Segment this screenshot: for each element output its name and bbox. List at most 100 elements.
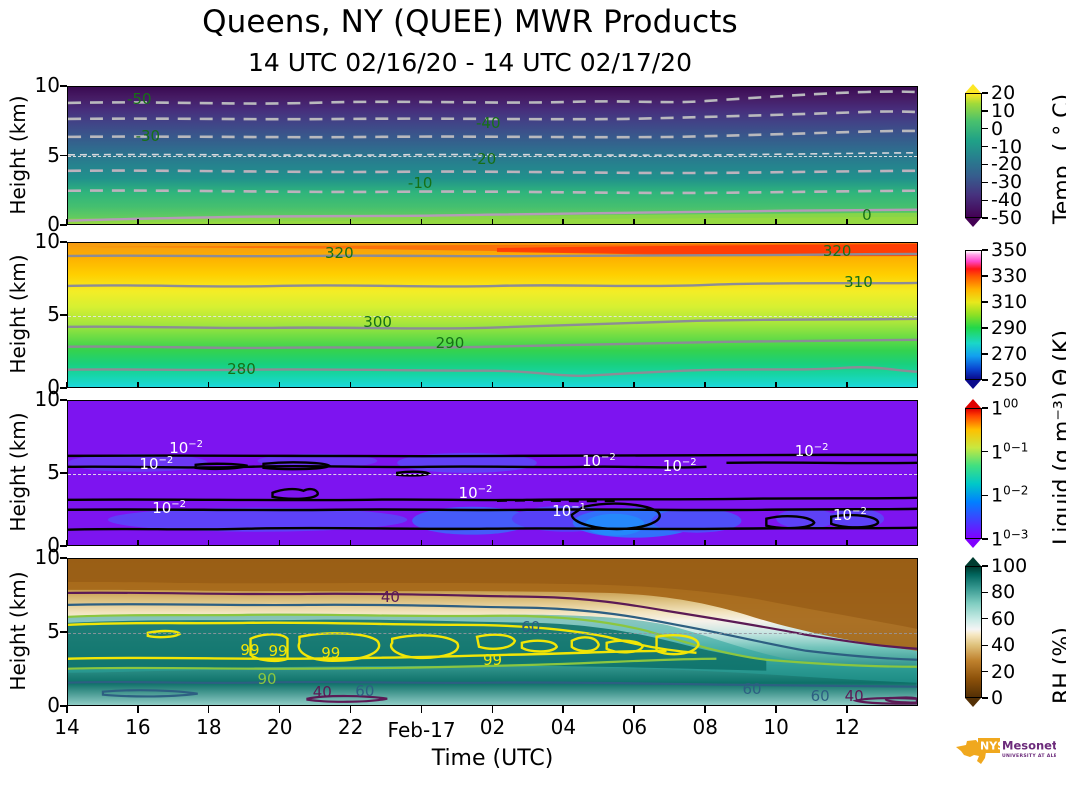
x-tick-mark-theta-10: [775, 382, 777, 388]
x-tick-label-10: 10: [763, 715, 789, 739]
theta-field: [68, 243, 917, 387]
y-axis-label-temperature: Height (km): [6, 94, 30, 215]
y-tick-label-liquid-0: 0: [47, 533, 60, 557]
y-axis-label-theta: Height (km): [6, 254, 30, 374]
colorbar-tick-label-rh-1: 80: [991, 581, 1016, 604]
colorbar-tick-label-rh-2: 60: [991, 607, 1016, 630]
colorbar-tick-label-rh-4: 20: [991, 660, 1016, 683]
x-tick-mark-theta-Feb-17: [420, 382, 423, 388]
colorbar-tick-label-rh-0: 100: [991, 555, 1028, 577]
logo-mesonet-text: Mesonet: [1002, 739, 1056, 753]
x-tick-mark-liquid-02: [491, 540, 494, 546]
x-tick-label-12: 12: [834, 715, 860, 739]
y-tick-label-temperature-0: 0: [47, 212, 60, 236]
y-tick-label-liquid-5: 5: [47, 460, 60, 484]
colorbar-tick-liquid-0: [982, 407, 988, 409]
x-tick-mark-20: [278, 706, 281, 713]
x-tick-mark-theta-14: [66, 382, 68, 388]
colorbar-label-theta: Θ (K): [1050, 330, 1066, 386]
colorbar-tick-temperature-5: [982, 181, 988, 183]
x-tick-mark-temperature-02: [491, 219, 494, 225]
colorbar-rh[interactable]: [965, 566, 982, 698]
y-tick-label-theta-5: 5: [47, 302, 60, 326]
colorbar-tick-rh-4: [982, 671, 988, 673]
x-tick-mark-liquid-16: [136, 540, 139, 546]
x-tick-label-16: 16: [125, 715, 151, 739]
colorbar-tick-label-temperature-0: 20: [991, 82, 1016, 104]
x-tick-mark-theta-08: [704, 382, 706, 388]
x-tick-mark-22: [349, 706, 352, 713]
liquid-panel[interactable]: [67, 400, 918, 546]
x-tick-mark-theta-02: [491, 382, 494, 388]
colorbar-tick-label-temperature-2: 0: [991, 117, 1004, 140]
x-tick-mark-theta-18: [207, 382, 210, 388]
colorbar-tick-label-temperature-5: -30: [991, 171, 1023, 194]
x-tick-mark-liquid-14: [66, 540, 68, 546]
y-tick-label-rh-10: 10: [34, 545, 60, 569]
colorbar-tick-label-theta-4: 270: [991, 343, 1028, 365]
colorbar-label-temperature: Temp. ( ° C): [1050, 93, 1066, 224]
x-tick-mark-theta-12: [846, 382, 848, 388]
y-tick-label-theta-0: 0: [47, 375, 60, 399]
colorbar-tick-theta-2: [982, 301, 988, 303]
y-tick-mark-rh-0: [60, 705, 67, 707]
y-tick-mark-theta-10: [60, 241, 67, 243]
colorbar-tick-label-rh-3: 40: [991, 634, 1016, 657]
colorbar-tick-liquid-2: [982, 494, 988, 497]
y-tick-label-theta-10: 10: [34, 229, 60, 253]
x-tick-mark-temperature-Feb-17: [420, 219, 423, 225]
colorbar-theta[interactable]: [965, 250, 982, 380]
colorbar-tick-liquid-1: [982, 451, 988, 453]
liquid-field: [68, 401, 917, 545]
colorbar-tick-rh-3: [982, 644, 988, 646]
x-tick-label-14: 14: [54, 715, 80, 739]
liquid-5km-reference-line: [68, 474, 917, 475]
rh-field: [68, 559, 917, 705]
x-tick-mark-liquid-10: [775, 540, 777, 546]
colorbar-tick-label-temperature-7: -50: [991, 207, 1023, 229]
colorbar-label-liquid: Liquid (g m⁻³): [1050, 391, 1066, 545]
colorbar-tick-rh-0: [982, 565, 988, 567]
y-tick-mark-theta-0: [60, 387, 67, 389]
colorbar-tick-label-theta-3: 290: [991, 317, 1028, 339]
temperature-5km-reference-line: [68, 156, 917, 157]
y-axis-label-rh: Height (km): [6, 571, 30, 691]
y-tick-mark-liquid-0: [60, 545, 67, 547]
x-tick-mark-18: [207, 706, 210, 713]
x-tick-mark-02: [491, 706, 494, 713]
temperature-plot-area: [68, 87, 917, 224]
x-tick-mark-theta-06: [633, 382, 635, 388]
y-tick-label-liquid-10: 10: [34, 387, 60, 411]
x-tick-mark-theta-16: [136, 382, 139, 388]
colorbar-tick-theta-0: [982, 249, 988, 251]
colorbar-tick-label-rh-5: 0: [991, 687, 1004, 709]
y-tick-label-temperature-5: 5: [47, 142, 60, 167]
colorbar-liquid[interactable]: [965, 408, 982, 539]
temperature-panel[interactable]: [67, 86, 918, 225]
x-tick-label-20: 20: [267, 715, 293, 739]
theta-panel[interactable]: [67, 242, 918, 388]
colorbar-tick-rh-1: [982, 591, 988, 594]
x-tick-mark-temperature-16: [136, 219, 139, 225]
y-tick-mark-liquid-5: [60, 472, 67, 474]
y-tick-label-rh-5: 5: [47, 619, 60, 643]
x-tick-mark-liquid-12: [846, 540, 848, 546]
y-tick-mark-temperature-0: [60, 224, 67, 226]
colorbar-tick-label-temperature-1: 10: [991, 99, 1016, 122]
x-tick-mark-temperature-14: [66, 219, 68, 225]
colorbar-tick-rh-5: [982, 697, 988, 699]
colorbar-liquid-extend-top: [965, 399, 981, 408]
colorbar-temperature-extend-bottom: [965, 218, 981, 227]
x-tick-mark-temperature-12: [846, 219, 848, 225]
x-tick-mark-liquid-18: [207, 540, 210, 546]
colorbar-temperature[interactable]: [965, 93, 982, 218]
x-tick-mark-theta-04: [562, 382, 564, 388]
x-tick-label-04: 04: [550, 715, 577, 739]
rh-panel[interactable]: [67, 558, 918, 706]
logo-nys-text: NYS: [980, 740, 1005, 753]
rh-5km-reference-line: [68, 633, 917, 634]
x-tick-mark-liquid-04: [562, 540, 564, 546]
x-tick-mark-14: [66, 706, 68, 713]
colorbar-tick-temperature-0: [982, 92, 988, 94]
x-tick-mark-temperature-18: [207, 219, 210, 225]
